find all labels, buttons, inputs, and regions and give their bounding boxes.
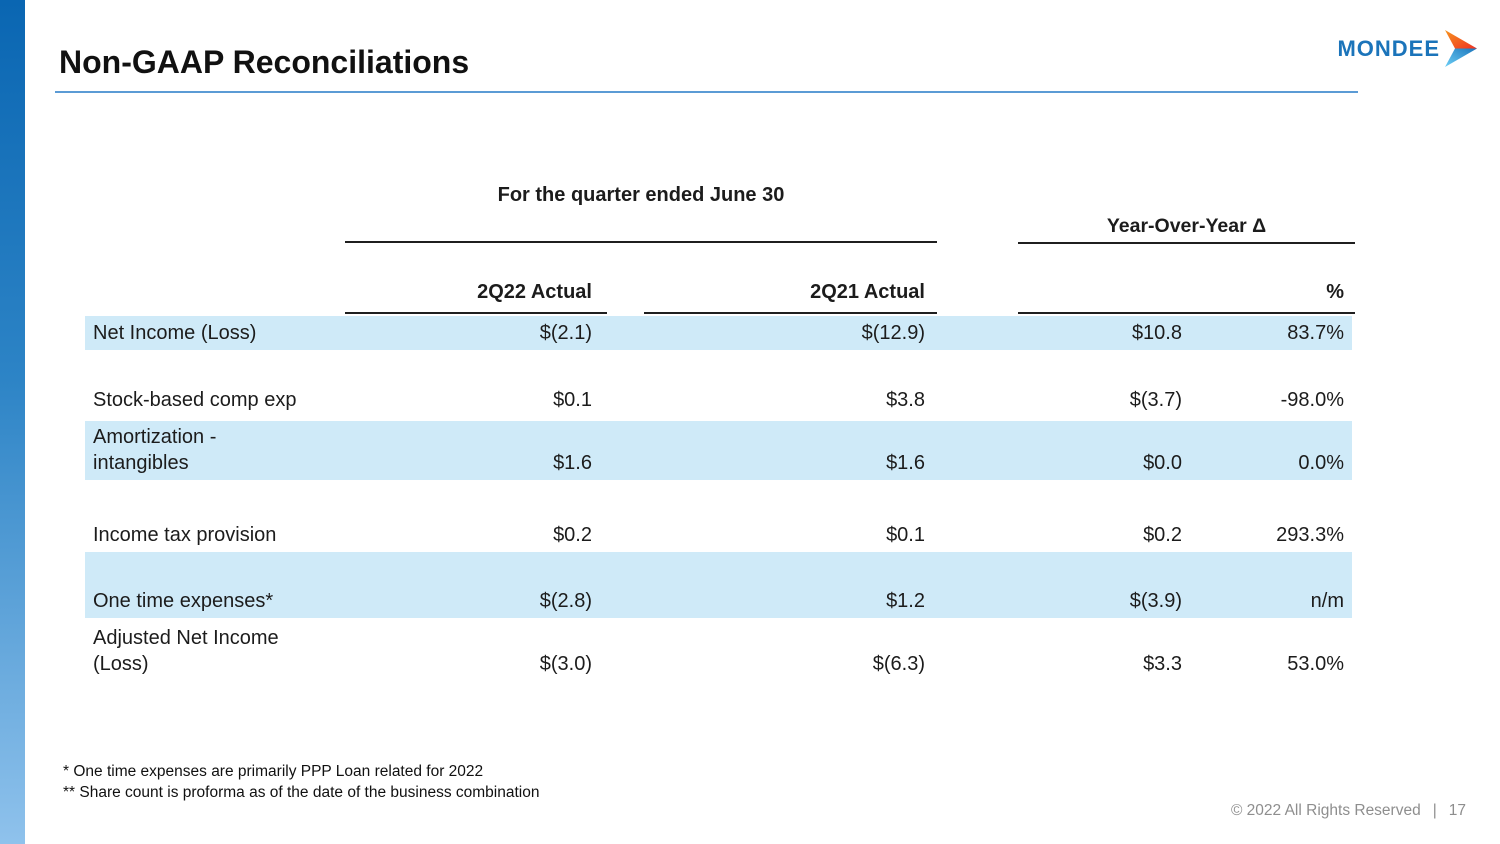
quarter-group-header: For the quarter ended June 30 <box>497 184 785 206</box>
cell-delta: $(3.7) <box>1129 389 1182 411</box>
cell-percent: n/m <box>1310 590 1344 612</box>
page-number: 17 <box>1448 802 1466 819</box>
cell-2q22: $0.2 <box>553 524 592 546</box>
column-rule-2q21 <box>644 312 937 314</box>
cell-percent: 293.3% <box>1276 524 1344 546</box>
row-label: Income tax provision <box>93 524 277 546</box>
cell-2q21: $(12.9) <box>861 322 925 344</box>
row-label: Net Income (Loss) <box>93 322 257 344</box>
cell-percent: -98.0% <box>1280 389 1344 411</box>
cell-2q22: $(2.8) <box>539 590 592 612</box>
cell-delta: $0.2 <box>1143 524 1182 546</box>
column-rule-2q22 <box>345 312 607 314</box>
brand-logo: MONDEE <box>1337 30 1478 67</box>
quarter-header-rule <box>345 241 937 243</box>
cell-2q21: $(6.3) <box>872 653 925 675</box>
cell-2q22: $0.1 <box>553 389 592 411</box>
column-header-2q22: 2Q22 Actual <box>477 281 592 303</box>
cell-delta: $(3.9) <box>1129 590 1182 612</box>
column-rule-yoy <box>1018 312 1355 314</box>
table-row-adjusted-net-income: Adjusted Net Income (Loss) $(3.0) $(6.3)… <box>85 625 1352 677</box>
yoy-group-header: Year-Over-Year Δ <box>1106 215 1267 237</box>
cell-percent: 83.7% <box>1287 322 1344 344</box>
cell-2q21: $0.1 <box>886 524 925 546</box>
cell-delta: $3.3 <box>1143 653 1182 675</box>
left-accent-bar <box>0 0 25 844</box>
cell-2q22: $1.6 <box>553 452 592 474</box>
footnote-share-count: ** Share count is proforma as of the dat… <box>63 784 540 801</box>
page-title: Non-GAAP Reconciliations <box>59 44 470 80</box>
table-row-amortization: Amortization - intangibles $1.6 $1.6 $0.… <box>85 421 1352 480</box>
table-row-one-time-expenses: One time expenses* $(2.8) $1.2 $(3.9) n/… <box>85 552 1352 618</box>
title-underline <box>55 91 1358 93</box>
cell-2q22: $(3.0) <box>539 653 592 675</box>
cell-2q22: $(2.1) <box>539 322 592 344</box>
footer-divider: | <box>1432 802 1437 819</box>
row-label: Adjusted Net Income (Loss) <box>93 627 279 675</box>
footnote-one-time: * One time expenses are primarily PPP Lo… <box>63 763 484 780</box>
row-label: Stock-based comp exp <box>93 389 297 411</box>
mondee-arrow-icon <box>1444 30 1478 67</box>
brand-name: MONDEE <box>1337 35 1440 61</box>
footnotes: * One time expenses are primarily PPP Lo… <box>63 761 539 803</box>
slide-footer: © 2022 All Rights Reserved | 17 <box>1231 802 1466 820</box>
cell-delta: $10.8 <box>1131 322 1182 344</box>
cell-2q21: $3.8 <box>886 389 925 411</box>
cell-percent: 53.0% <box>1287 653 1344 675</box>
row-label: Amortization - intangibles <box>93 426 217 474</box>
cell-delta: $0.0 <box>1143 452 1182 474</box>
table-row-income-tax: Income tax provision $0.2 $0.1 $0.2 293.… <box>85 518 1352 552</box>
yoy-header-rule <box>1018 242 1355 244</box>
column-header-2q21: 2Q21 Actual <box>810 281 925 303</box>
row-label: One time expenses* <box>93 590 274 612</box>
table-row-stock-comp: Stock-based comp exp $0.1 $3.8 $(3.7) -9… <box>85 383 1352 417</box>
cell-percent: 0.0% <box>1298 452 1344 474</box>
cell-2q21: $1.6 <box>886 452 925 474</box>
cell-2q21: $1.2 <box>886 590 925 612</box>
table-row-net-income: Net Income (Loss) $(2.1) $(12.9) $10.8 8… <box>85 316 1352 350</box>
copyright-text: © 2022 All Rights Reserved <box>1230 802 1421 819</box>
column-header-percent: % <box>1326 281 1344 303</box>
